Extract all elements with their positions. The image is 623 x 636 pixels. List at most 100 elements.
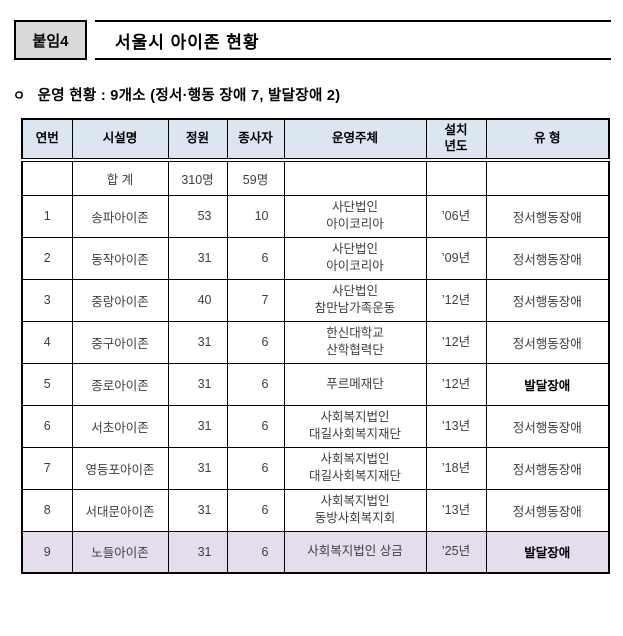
cell-operator: 사회복지법인 대길사회복지재단 — [283, 446, 427, 490]
cell-facility: 동작아이존 — [71, 236, 169, 280]
col-header-type: 유 형 — [485, 118, 610, 162]
table-row: 2 동작아이존 31 6 사단법인 아이코리아 ’09년 정서행동장애 — [21, 236, 610, 280]
attachment-label-box: 붙임4 — [14, 20, 87, 60]
cell-capacity: 53 — [167, 194, 228, 238]
cell-staff: 59명 — [226, 159, 285, 196]
table-row: 8 서대문아이존 31 6 사회복지법인 동방사회복지회 ’13년 정서행동장애 — [21, 488, 610, 532]
cell-type: 정서행동장애 — [485, 404, 610, 448]
cell-year: ’18년 — [425, 446, 487, 490]
table-row: 7 영등포아이존 31 6 사회복지법인 대길사회복지재단 ’18년 정서행동장… — [21, 446, 610, 490]
cell-year — [425, 159, 487, 196]
cell-operator: 사회복지법인 상금 — [283, 530, 427, 574]
col-header-no: 연번 — [21, 118, 73, 162]
cell-facility: 서대문아이존 — [71, 488, 169, 532]
cell-year: ’13년 — [425, 404, 487, 448]
cell-capacity: 310명 — [167, 159, 228, 196]
cell-staff: 6 — [226, 446, 285, 490]
cell-no: 3 — [21, 278, 73, 322]
cell-capacity: 31 — [167, 488, 228, 532]
col-header-staff: 종사자 — [226, 118, 285, 162]
cell-staff: 10 — [226, 194, 285, 238]
cell-facility: 송파아이존 — [71, 194, 169, 238]
cell-year: ’12년 — [425, 362, 487, 406]
cell-year: ’09년 — [425, 236, 487, 280]
cell-year: ’12년 — [425, 278, 487, 322]
cell-capacity: 31 — [167, 446, 228, 490]
cell-type: 발달장애 — [485, 530, 610, 574]
cell-capacity: 31 — [167, 236, 228, 280]
cell-type: 정서행동장애 — [485, 278, 610, 322]
cell-no: 1 — [21, 194, 73, 238]
cell-type: 정서행동장애 — [485, 446, 610, 490]
cell-type: 정서행동장애 — [485, 236, 610, 280]
izone-table-body: 합 계 310명 59명 1 송파아이존 53 10 사단법인 아이코리아 ’0… — [21, 159, 610, 574]
cell-staff: 6 — [226, 404, 285, 448]
cell-no — [21, 159, 73, 196]
title-rule-section: 서울시 아이존 현황 — [95, 20, 611, 60]
table-row: 1 송파아이존 53 10 사단법인 아이코리아 ’06년 정서행동장애 — [21, 194, 610, 238]
cell-facility: 노들아이존 — [71, 530, 169, 574]
circle-bullet-icon: ㅇ — [13, 88, 26, 103]
cell-facility: 중랑아이존 — [71, 278, 169, 322]
cell-type: 발달장애 — [485, 362, 610, 406]
cell-capacity: 31 — [167, 320, 228, 364]
cell-type — [485, 159, 610, 196]
cell-staff: 7 — [226, 278, 285, 322]
cell-staff: 6 — [226, 236, 285, 280]
table-row: 5 종로아이존 31 6 푸르메재단 ’12년 발달장애 — [21, 362, 610, 406]
cell-facility: 영등포아이존 — [71, 446, 169, 490]
cell-operator: 사회복지법인 동방사회복지회 — [283, 488, 427, 532]
summary-line: ㅇ 운영 현황 : 9개소 (정서·행동 장애 7, 발달장애 2) — [13, 84, 623, 105]
cell-facility: 중구아이존 — [71, 320, 169, 364]
cell-no: 8 — [21, 488, 73, 532]
col-header-facility: 시설명 — [71, 118, 169, 162]
cell-year: ’06년 — [425, 194, 487, 238]
cell-facility: 합 계 — [71, 159, 169, 196]
cell-year: ’12년 — [425, 320, 487, 364]
cell-operator: 사단법인 아이코리아 — [283, 194, 427, 238]
page-title: 서울시 아이존 현황 — [115, 32, 260, 52]
col-header-capacity: 정원 — [167, 118, 228, 162]
cell-facility: 서초아이존 — [71, 404, 169, 448]
cell-operator — [283, 159, 427, 196]
table-row: 3 중랑아이존 40 7 사단법인 참만남가족운동 ’12년 정서행동장애 — [21, 278, 610, 322]
cell-no: 9 — [21, 530, 73, 574]
cell-staff: 6 — [226, 320, 285, 364]
cell-capacity: 31 — [167, 530, 228, 574]
cell-no: 5 — [21, 362, 73, 406]
cell-operator: 사단법인 참만남가족운동 — [283, 278, 427, 322]
cell-no: 2 — [21, 236, 73, 280]
cell-operator: 사회복지법인 대길사회복지재단 — [283, 404, 427, 448]
cell-type: 정서행동장애 — [485, 320, 610, 364]
cell-type: 정서행동장애 — [485, 488, 610, 532]
cell-facility: 종로아이존 — [71, 362, 169, 406]
cell-capacity: 40 — [167, 278, 228, 322]
col-header-year: 설치 년도 — [425, 118, 487, 162]
cell-operator: 한신대학교 산학협력단 — [283, 320, 427, 364]
cell-operator: 푸르메재단 — [283, 362, 427, 406]
izone-status-table: 연번 시설명 정원 종사자 운영주체 설치 년도 유 형 합 계 310명 59… — [21, 118, 610, 574]
attachment-label: 붙임4 — [32, 32, 69, 50]
table-row: 4 중구아이존 31 6 한신대학교 산학협력단 ’12년 정서행동장애 — [21, 320, 610, 364]
cell-capacity: 31 — [167, 404, 228, 448]
cell-year: ’13년 — [425, 488, 487, 532]
cell-year: ’25년 — [425, 530, 487, 574]
total-row: 합 계 310명 59명 — [21, 159, 610, 196]
cell-staff: 6 — [226, 488, 285, 532]
col-header-operator: 운영주체 — [283, 118, 427, 162]
cell-no: 7 — [21, 446, 73, 490]
table-header: 연번 시설명 정원 종사자 운영주체 설치 년도 유 형 — [21, 118, 610, 162]
cell-capacity: 31 — [167, 362, 228, 406]
cell-no: 6 — [21, 404, 73, 448]
cell-staff: 6 — [226, 530, 285, 574]
summary-text: 운영 현황 : 9개소 (정서·행동 장애 7, 발달장애 2) — [37, 88, 341, 104]
table-row: 9 노들아이존 31 6 사회복지법인 상금 ’25년 발달장애 — [21, 530, 610, 574]
header-band: 붙임4 서울시 아이존 현황 — [14, 20, 611, 60]
cell-staff: 6 — [226, 362, 285, 406]
cell-no: 4 — [21, 320, 73, 364]
cell-type: 정서행동장애 — [485, 194, 610, 238]
table-row: 6 서초아이존 31 6 사회복지법인 대길사회복지재단 ’13년 정서행동장애 — [21, 404, 610, 448]
document-page: { "page": { "attachment_label": "붙임4", "… — [0, 20, 623, 636]
cell-operator: 사단법인 아이코리아 — [283, 236, 427, 280]
header-row: 연번 시설명 정원 종사자 운영주체 설치 년도 유 형 — [21, 118, 610, 162]
